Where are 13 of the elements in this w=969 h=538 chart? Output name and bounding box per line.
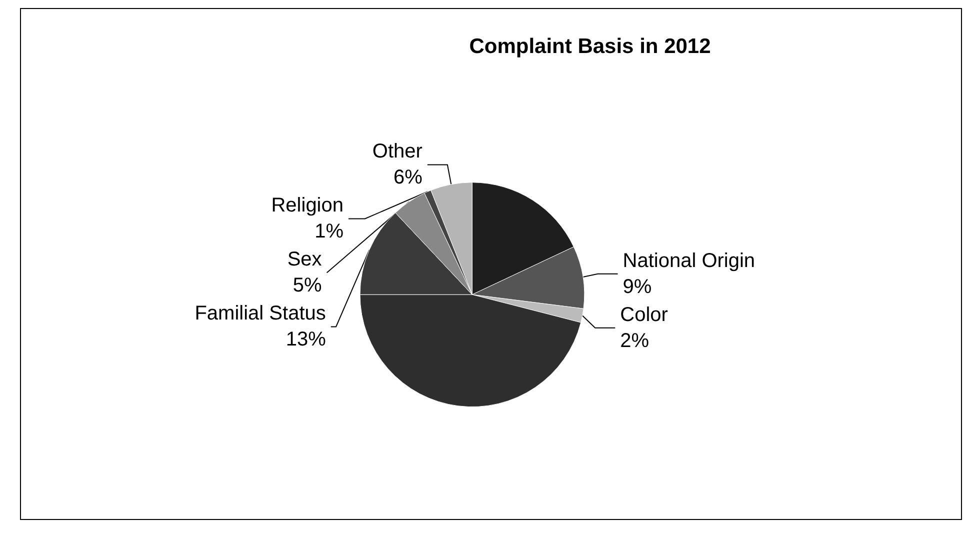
slice-label: Other [372,140,423,163]
data-label: 2% [620,330,650,352]
slice-label: Religion [271,194,344,217]
data-label: 5% [292,274,322,297]
slice-label: Color [620,304,668,326]
chart-title: Complaint Basis in 2012 [469,35,711,58]
slice-label: Familial Status [194,302,326,325]
data-label: 6% [394,166,423,189]
slice-label: National Origin [622,250,756,272]
data-label: 1% [314,220,344,243]
slice-label: Sex [287,248,322,271]
data-label: 9% [622,276,652,298]
data-label: 13% [286,328,326,351]
